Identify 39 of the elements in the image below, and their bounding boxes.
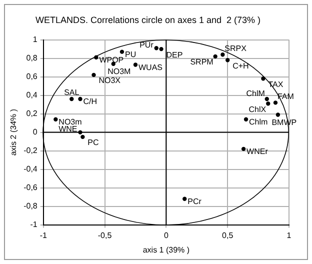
x-axis-title: axis 1 (39% ) xyxy=(142,245,190,254)
y-tick-label: 1 xyxy=(32,35,38,44)
y-tick-label: -0,6 xyxy=(24,183,38,192)
series-label: PU xyxy=(124,50,136,60)
y-tick-label: 0,2 xyxy=(26,109,38,118)
x-tick-label: -0,5 xyxy=(98,230,112,240)
x-tick-label: 0,5 xyxy=(222,230,234,240)
y-tick-label: 0,4 xyxy=(26,90,38,100)
x-tick-label: 1 xyxy=(286,230,292,240)
series-label: WNEr xyxy=(246,147,268,156)
series-label: SRPX xyxy=(224,44,248,53)
y-axis-title: axis 2 (34% ) xyxy=(9,108,18,156)
series-label: PUr xyxy=(140,40,154,50)
series-label: ChlM xyxy=(246,89,266,98)
x-tick-label: -1 xyxy=(40,230,48,240)
series-label: SAL xyxy=(64,88,80,98)
series-label: DEP xyxy=(166,50,183,60)
y-tick-label: -0,4 xyxy=(24,164,38,174)
series-label: NO3M xyxy=(108,67,132,76)
series-label: SRPM xyxy=(190,58,214,67)
series-label: WPOP xyxy=(99,56,124,65)
y-tick-label: -0,8 xyxy=(24,202,38,211)
series-label: PC xyxy=(88,138,100,148)
series-label: ChlX xyxy=(248,104,267,114)
y-tick-label: 0 xyxy=(32,128,38,137)
x-tick-label: 0 xyxy=(164,230,169,240)
series-label: NO3m xyxy=(58,118,82,127)
series-label: WNE xyxy=(58,124,78,134)
series-label: Chlm xyxy=(249,118,268,127)
series-label: NO3X xyxy=(98,76,122,86)
y-tick-label: -0,2 xyxy=(24,146,38,156)
series-label: C/H xyxy=(83,97,98,106)
chart-title: WETLANDS. Correlations circle on axes 1 and 2 (73% ) xyxy=(35,14,261,25)
y-tick-label: -1 xyxy=(30,220,38,230)
series-label: PCr xyxy=(188,197,202,206)
series-label: WUAS xyxy=(138,62,162,72)
y-tick-label: 0,8 xyxy=(26,54,38,63)
series-label: C+H xyxy=(232,61,250,70)
y-tick-label: 0,6 xyxy=(26,72,38,82)
